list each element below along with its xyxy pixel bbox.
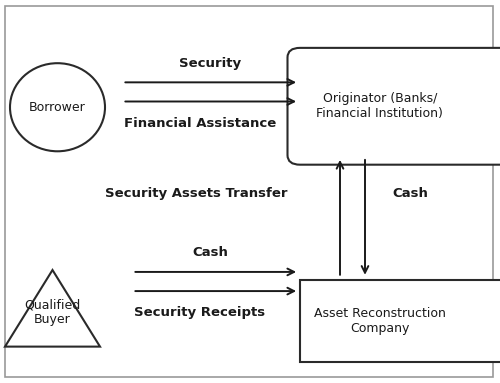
Text: Borrower: Borrower bbox=[29, 101, 86, 114]
Text: Security Assets Transfer: Security Assets Transfer bbox=[105, 187, 288, 200]
FancyBboxPatch shape bbox=[288, 48, 500, 165]
Bar bbox=[300, 280, 500, 362]
Text: Security: Security bbox=[179, 57, 241, 70]
Text: Asset Reconstruction
Company: Asset Reconstruction Company bbox=[314, 307, 446, 335]
Text: Cash: Cash bbox=[392, 187, 428, 200]
Text: Qualified
Buyer: Qualified Buyer bbox=[24, 298, 80, 326]
Text: Security Receipts: Security Receipts bbox=[134, 306, 266, 319]
Text: Financial Assistance: Financial Assistance bbox=[124, 117, 276, 130]
Text: Cash: Cash bbox=[192, 246, 228, 259]
Text: Originator (Banks/
Financial Institution): Originator (Banks/ Financial Institution… bbox=[316, 92, 443, 120]
